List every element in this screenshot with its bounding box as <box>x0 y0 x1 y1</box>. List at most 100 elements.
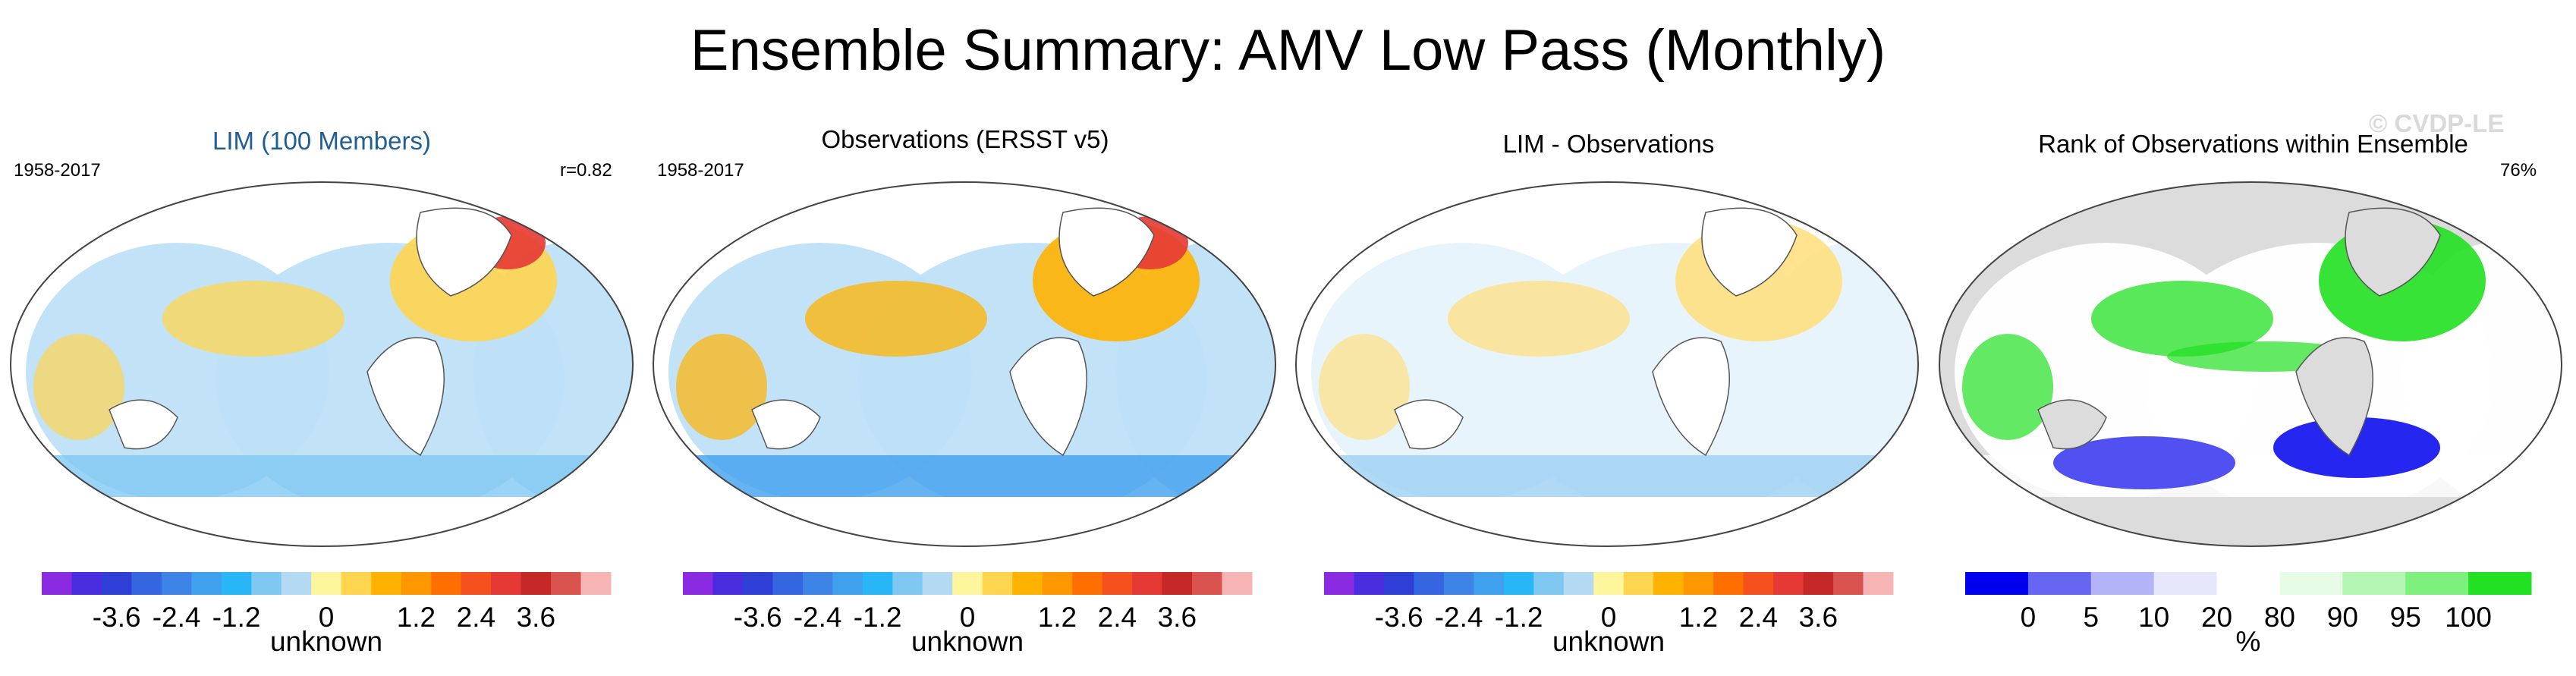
colorbar-swatch <box>1713 572 1744 595</box>
colorbar-swatch <box>551 572 582 595</box>
colorbar-tick-label: -3.6 <box>1375 602 1423 633</box>
colorbar-swatch <box>1102 572 1133 595</box>
colorbar-swatch <box>1072 572 1103 595</box>
period-label-lim: 1958-2017 <box>14 160 101 181</box>
colorbar-tick-label: -2.4 <box>153 602 201 633</box>
period-label-observations: 1958-2017 <box>657 160 744 181</box>
colorbar-swatch <box>580 572 612 595</box>
colorbar-swatch <box>1414 572 1445 595</box>
colorbar-lim: -3.6 -2.4 -1.2 0 1.2 2.4 3.6 unknown <box>42 572 612 657</box>
colorbar-swatch <box>1683 572 1714 595</box>
colorbar-swatch <box>1192 572 1223 595</box>
panel-title-observations: Observations (ERSST v5) <box>821 125 1109 153</box>
colorbar-swatch <box>341 572 372 595</box>
colorbar-swatch <box>281 572 312 595</box>
colorbar-tick-label: 3.6 <box>1158 602 1197 633</box>
colorbar-tick-label: -1.2 <box>212 602 261 633</box>
colorbar-observations: -3.6 -2.4 -1.2 0 1.2 2.4 3.6 unknown <box>683 572 1253 657</box>
colorbar-swatch <box>311 572 342 595</box>
colorbar-tick-label: 2.4 <box>1098 602 1137 633</box>
colorbar-swatch <box>1383 572 1414 595</box>
map-difference <box>1295 181 1919 547</box>
colorbar-swatch <box>1653 572 1684 595</box>
colorbar-tick-label: 20 <box>2201 602 2232 633</box>
colorbar-tick-label: 3.6 <box>1799 602 1838 633</box>
watermark: © CVDP-LE <box>2369 109 2505 137</box>
colorbar-swatch <box>2342 572 2406 595</box>
colorbar-tick-label: -2.4 <box>1435 602 1483 633</box>
map-field <box>1939 207 2562 546</box>
colorbar-tick-label: 5 <box>2083 602 2099 633</box>
colorbar-swatch <box>2153 572 2218 595</box>
colorbar-swatch <box>1533 572 1565 595</box>
map-rank <box>1939 181 2562 547</box>
colorbar-swatch <box>2468 572 2532 595</box>
colorbar-swatch <box>161 572 192 595</box>
colorbar-swatch <box>922 572 953 595</box>
colorbar-tick-label: 0 <box>960 602 976 633</box>
colorbar-swatch <box>1443 572 1474 595</box>
colorbar-swatch <box>491 572 522 595</box>
colorbar-swatch <box>712 572 744 595</box>
colorbar-swatch <box>1563 572 1594 595</box>
colorbar-tick-label: -2.4 <box>794 602 842 633</box>
colorbar-tick-label: 0 <box>1601 602 1617 633</box>
panel-title-difference: LIM - Observations <box>1502 130 1715 158</box>
colorbar-label: % <box>2236 626 2261 657</box>
colorbar-swatch <box>431 572 462 595</box>
colorbar-tick-label: 80 <box>2264 602 2295 633</box>
colorbar-swatch <box>1593 572 1625 595</box>
colorbar-tick-label: 1.2 <box>397 602 436 633</box>
colorbar-tick-label: 90 <box>2327 602 2358 633</box>
map-field <box>653 207 1275 546</box>
colorbar-swatch <box>742 572 773 595</box>
colorbar-swatch <box>1132 572 1163 595</box>
correlation-label: r=0.82 <box>560 160 612 181</box>
colorbar-swatch <box>892 572 923 595</box>
colorbar-swatch <box>191 572 222 595</box>
colorbar-label: unknown <box>270 626 382 657</box>
colorbar-difference: -3.6 -2.4 -1.2 0 1.2 2.4 3.6 unknown <box>1324 572 1894 657</box>
colorbar-swatch <box>1833 572 1864 595</box>
colorbar-tick-label: -1.2 <box>1495 602 1543 633</box>
map-field <box>1296 207 1918 546</box>
colorbar-swatch <box>683 572 713 595</box>
colorbar-swatch <box>401 572 432 595</box>
colorbar-swatch <box>1773 572 1804 595</box>
colorbar-tick-label: -1.2 <box>854 602 902 633</box>
colorbar-swatch <box>461 572 492 595</box>
colorbar-swatch <box>521 572 552 595</box>
colorbar-swatch <box>1162 572 1193 595</box>
colorbar-swatch <box>71 572 102 595</box>
colorbar-tick-label: 2.4 <box>457 602 495 633</box>
colorbar-swatch <box>1222 572 1253 595</box>
panel-title-lim: LIM (100 Members) <box>212 127 431 155</box>
colorbar-swatch <box>1324 572 1354 595</box>
colorbar-swatch <box>952 572 983 595</box>
colorbar-tick-label: 0 <box>319 602 335 633</box>
panel-title-rank: Rank of Observations within Ensemble <box>2038 130 2468 158</box>
page-title: Ensemble Summary: AMV Low Pass (Monthly) <box>690 18 1886 83</box>
map-outline <box>653 181 1276 547</box>
colorbar-tick-label: 2.4 <box>1739 602 1778 633</box>
colorbar-swatch <box>131 572 162 595</box>
map-field <box>11 207 633 546</box>
colorbar-swatch <box>1042 572 1073 595</box>
colorbar-tick-label: 10 <box>2138 602 2169 633</box>
colorbar-swatch <box>251 572 282 595</box>
colorbar-swatch <box>1623 572 1654 595</box>
colorbar-swatch <box>802 572 833 595</box>
colorbar-swatch <box>2405 572 2469 595</box>
colorbar-swatch <box>832 572 863 595</box>
colorbar-rank: 0 5 10 20 80 90 95 100% <box>1965 572 2532 657</box>
colorbar-swatch <box>42 572 72 595</box>
colorbar-swatch <box>2216 572 2280 595</box>
colorbar-tick-label: 0 <box>2021 602 2037 633</box>
colorbar-swatch <box>371 572 402 595</box>
colorbar-swatch <box>982 572 1013 595</box>
colorbar-tick-label: -3.6 <box>734 602 782 633</box>
rank-percent-label: 76% <box>2500 160 2537 181</box>
colorbar-tick-label: -3.6 <box>93 602 141 633</box>
colorbar-label: unknown <box>1552 626 1665 657</box>
colorbar-swatch <box>772 572 804 595</box>
